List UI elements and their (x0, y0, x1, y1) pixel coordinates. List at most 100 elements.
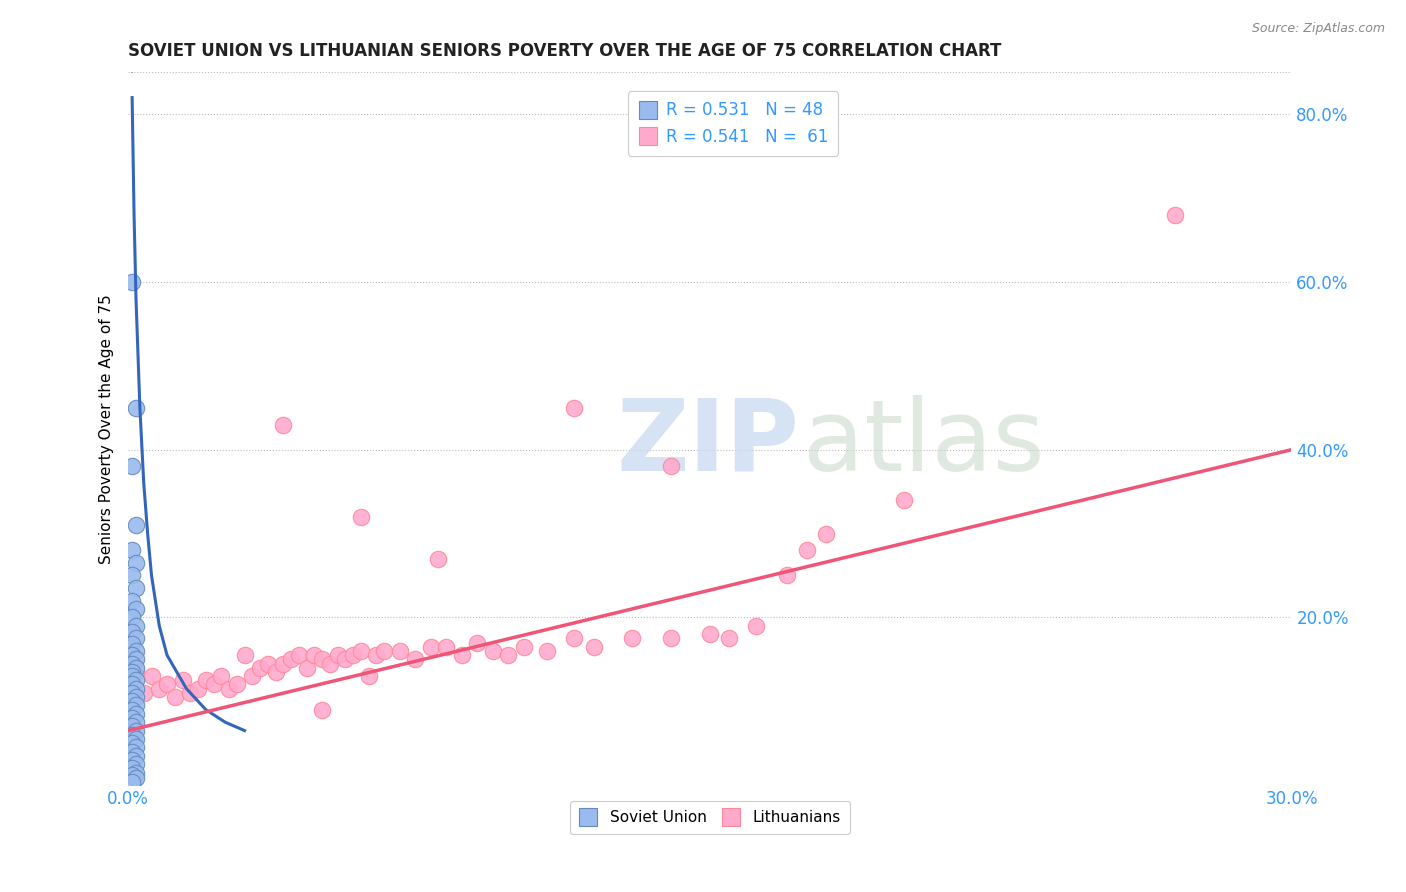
Point (125, 518, 148, 533)
Point (256, 657, 278, 671)
Point (273, 657, 295, 671)
Point (125, 748, 148, 763)
Point (121, 761, 143, 775)
Point (121, 593, 143, 607)
Point (125, 644, 148, 658)
Point (659, 632, 682, 646)
Point (366, 648, 388, 662)
Point (121, 694, 143, 708)
Point (121, 625, 143, 640)
Point (326, 648, 349, 662)
Point (121, 686, 143, 700)
Point (125, 602, 148, 616)
Point (319, 657, 342, 671)
Point (481, 644, 503, 658)
Text: atlas: atlas (803, 394, 1045, 491)
Point (121, 637, 143, 651)
Point (121, 768, 143, 782)
Point (125, 681, 148, 696)
Point (148, 681, 170, 696)
Point (121, 745, 143, 759)
Point (121, 543, 143, 558)
Point (233, 648, 256, 662)
Point (125, 673, 148, 688)
Point (350, 644, 373, 658)
Point (357, 669, 380, 683)
Point (125, 723, 148, 738)
Point (419, 640, 441, 654)
Point (562, 632, 585, 646)
Point (121, 719, 143, 733)
Point (125, 740, 148, 755)
Point (796, 543, 818, 558)
Point (121, 275, 143, 289)
Point (434, 640, 457, 654)
Point (264, 665, 287, 679)
Point (121, 774, 143, 789)
Point (121, 677, 143, 691)
Point (1164, 208, 1187, 222)
Point (745, 619, 768, 633)
Point (249, 661, 271, 675)
Point (350, 509, 373, 524)
Point (536, 644, 558, 658)
Point (699, 627, 721, 641)
Point (125, 581, 148, 595)
Text: SOVIET UNION VS LITHUANIAN SENIORS POVERTY OVER THE AGE OF 75 CORRELATION CHART: SOVIET UNION VS LITHUANIAN SENIORS POVER… (128, 42, 1001, 60)
Point (125, 731, 148, 746)
Point (125, 715, 148, 730)
Point (304, 648, 326, 662)
Point (125, 661, 148, 675)
Point (718, 632, 741, 646)
Point (125, 698, 148, 713)
Point (404, 652, 426, 666)
Point (194, 673, 217, 688)
Point (121, 459, 143, 474)
Point (388, 644, 411, 658)
Point (187, 681, 209, 696)
Legend: Soviet Union, Lithuanians: Soviet Union, Lithuanians (569, 801, 849, 835)
Point (172, 673, 194, 688)
Point (125, 619, 148, 633)
Point (121, 610, 143, 624)
Point (240, 669, 263, 683)
Point (121, 648, 143, 662)
Point (125, 772, 148, 786)
Point (121, 657, 143, 671)
Point (450, 648, 472, 662)
Text: ZIP: ZIP (617, 394, 800, 491)
Text: Source: ZipAtlas.com: Source: ZipAtlas.com (1251, 22, 1385, 36)
Point (342, 648, 364, 662)
Point (218, 681, 240, 696)
Point (659, 459, 682, 474)
Point (225, 677, 247, 691)
Point (280, 652, 302, 666)
Point (496, 648, 519, 662)
Point (621, 632, 644, 646)
Point (121, 669, 143, 683)
Point (121, 753, 143, 767)
Point (132, 686, 155, 700)
Point (513, 640, 536, 654)
Point (125, 757, 148, 772)
Point (121, 728, 143, 742)
Point (156, 677, 179, 691)
Point (335, 652, 357, 666)
Point (582, 640, 605, 654)
Point (125, 556, 148, 570)
Point (125, 665, 148, 679)
Point (893, 493, 915, 508)
Point (125, 765, 148, 780)
Point (179, 686, 201, 700)
Point (121, 711, 143, 725)
Point (141, 669, 163, 683)
Point (288, 648, 311, 662)
Point (125, 652, 148, 666)
Point (125, 632, 148, 646)
Point (311, 703, 333, 717)
Point (776, 568, 799, 582)
Point (121, 736, 143, 750)
Point (427, 551, 450, 566)
Point (125, 706, 148, 721)
Point (273, 417, 295, 432)
